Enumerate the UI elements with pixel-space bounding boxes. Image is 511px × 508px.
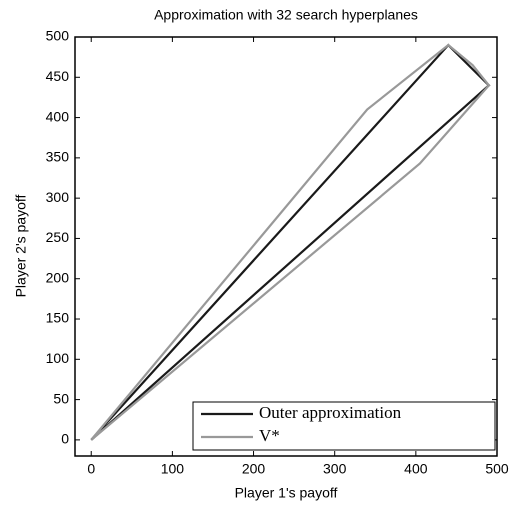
- x-axis-label: Player 1's payoff: [235, 485, 338, 501]
- x-tick-label: 200: [242, 461, 266, 477]
- x-tick-label: 300: [323, 461, 347, 477]
- y-tick-label: 300: [46, 189, 70, 205]
- y-axis-label: Player 2's payoff: [13, 194, 29, 297]
- series-line: [90, 43, 491, 441]
- y-tick-label: 450: [46, 68, 70, 84]
- y-tick-label: 400: [46, 108, 70, 124]
- y-tick-label: 0: [61, 431, 69, 447]
- legend-label: Outer approximation: [259, 403, 402, 422]
- series-line: [90, 43, 491, 441]
- y-tick-label: 250: [46, 229, 70, 245]
- x-tick-label: 500: [485, 461, 509, 477]
- plot-area: [74, 36, 498, 457]
- y-tick-label: 150: [46, 310, 70, 326]
- x-tick-label: 400: [404, 461, 428, 477]
- x-tick-label: 100: [161, 461, 185, 477]
- x-tick-label: 0: [87, 461, 95, 477]
- y-tick-label: 350: [46, 149, 70, 165]
- y-tick-label: 50: [53, 390, 69, 406]
- legend-label: V*: [259, 426, 280, 445]
- legend: [192, 401, 496, 451]
- chart-title: Approximation with 32 search hyperplanes: [154, 7, 418, 23]
- y-tick-label: 100: [46, 350, 70, 366]
- y-tick-label: 200: [46, 269, 70, 285]
- y-tick-label: 500: [46, 28, 70, 44]
